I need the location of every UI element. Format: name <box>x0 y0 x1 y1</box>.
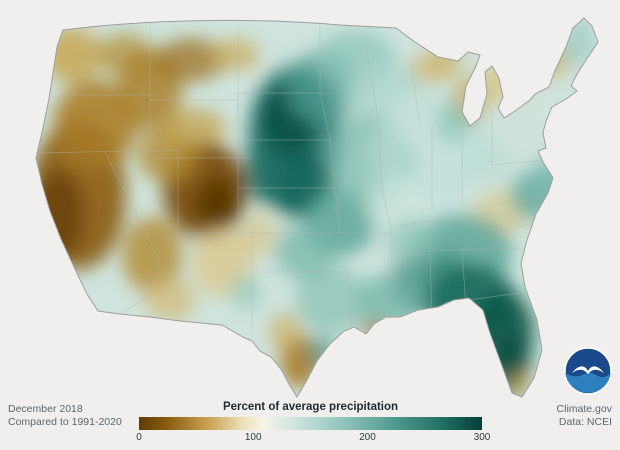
anomaly-blob <box>532 154 572 190</box>
credit-line-2: Data: NCEI <box>558 416 612 429</box>
legend-tick-300: 300 <box>473 432 491 443</box>
us-country-outline <box>35 17 599 398</box>
color-scale-bar <box>139 417 482 430</box>
anomaly-blob <box>240 213 276 257</box>
map-fill-layer <box>36 18 598 397</box>
anomaly-blob <box>268 312 304 352</box>
anomaly-blob <box>524 42 572 78</box>
legend-ticks: 0 100 200 300 <box>136 432 490 445</box>
anomaly-blob <box>122 217 182 293</box>
legend-tick-200: 200 <box>359 432 376 443</box>
anomaly-blob <box>53 80 137 170</box>
anomaly-blob <box>155 38 225 82</box>
anomaly-blob <box>296 266 368 334</box>
noaa-logo-lower-half <box>565 372 611 393</box>
anomaly-blob <box>494 106 550 158</box>
anomaly-blob <box>144 278 196 322</box>
state-borders <box>36 27 551 335</box>
anomaly-blob <box>245 140 285 204</box>
map-period-block: December 2018 Compared to 1991-2020 <box>8 403 122 430</box>
legend-title: Percent of average precipitation <box>222 401 399 413</box>
anomaly-blob <box>36 170 84 260</box>
anomaly-blob <box>275 224 335 280</box>
map-credit-block: Climate.gov Data: NCEI <box>557 403 612 430</box>
noaa-logo <box>564 347 612 395</box>
credit-line-1: Climate.gov <box>556 403 612 415</box>
noaa-gull-icon <box>572 366 604 374</box>
anomaly-blob <box>511 373 529 397</box>
anomaly-blob <box>210 39 260 71</box>
anomaly-blob <box>230 274 262 310</box>
color-scale-legend: Percent of average precipitation 0 100 2… <box>136 401 490 445</box>
anomaly-blob <box>196 177 240 233</box>
precipitation-anomaly-blobs <box>36 18 596 397</box>
period-line-1: December 2018 <box>8 403 83 415</box>
anomaly-blob <box>42 27 102 83</box>
legend-tick-0: 0 <box>136 432 142 443</box>
anomaly-blob <box>360 320 384 340</box>
period-line-2: Compared to 1991-2020 <box>8 416 122 429</box>
anomaly-blob <box>386 218 438 266</box>
anomaly-blob <box>477 60 533 104</box>
anomaly-blob <box>158 108 226 148</box>
anomaly-blob <box>390 95 440 145</box>
anomaly-blob <box>462 138 514 182</box>
legend-tick-100: 100 <box>244 432 262 443</box>
